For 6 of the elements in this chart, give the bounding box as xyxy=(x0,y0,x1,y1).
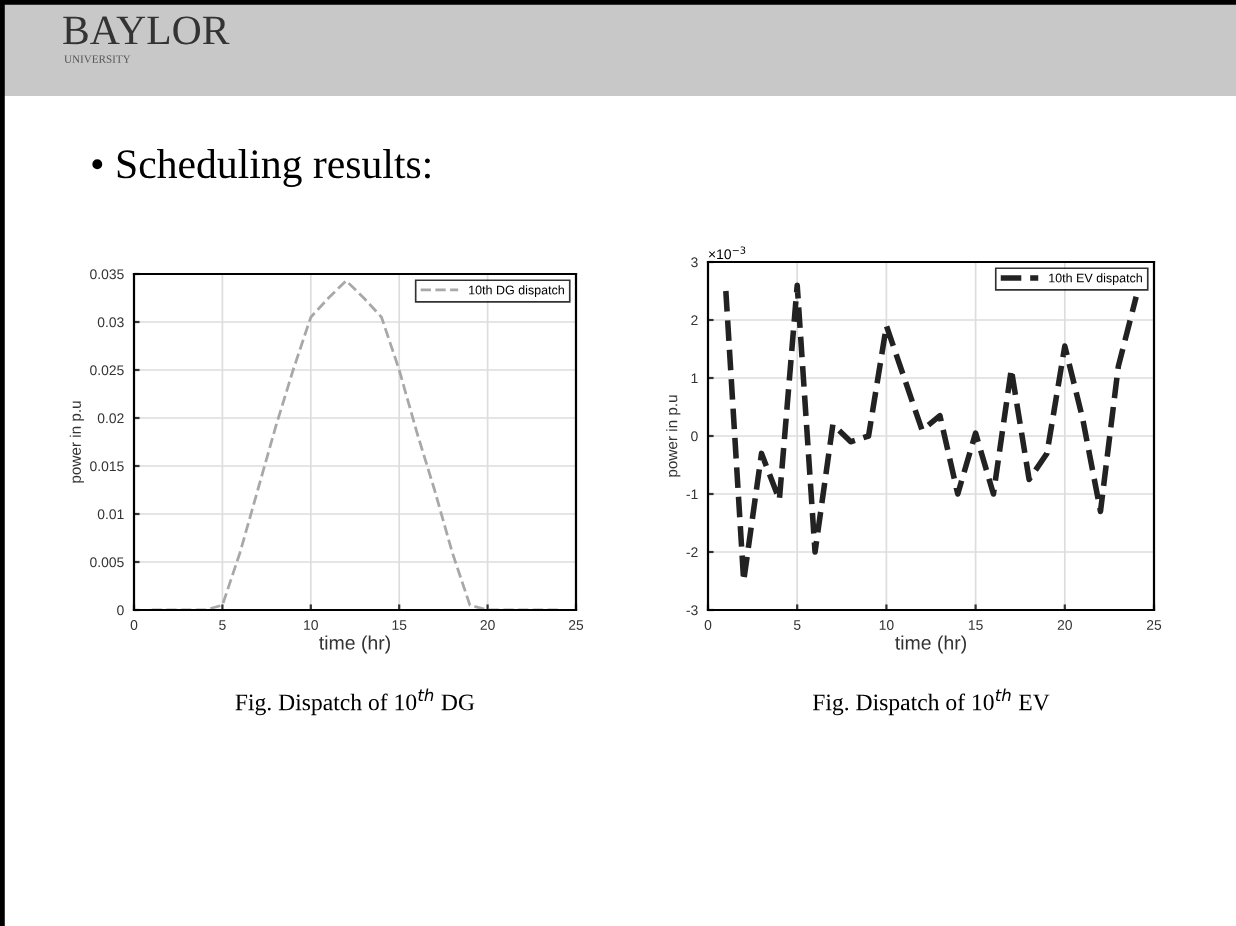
text: Fig. Dispatch of 10$^{th}$ EV xyxy=(812,688,1050,716)
x-axis-title: time (hr) xyxy=(319,635,390,654)
text: Fig. Dispatch of 10$^{th}$ DG xyxy=(235,688,475,716)
text: • Scheduling results: xyxy=(92,149,430,187)
x-axis-title: time (hr) xyxy=(895,635,966,654)
text: BAYLOR xyxy=(63,16,230,45)
